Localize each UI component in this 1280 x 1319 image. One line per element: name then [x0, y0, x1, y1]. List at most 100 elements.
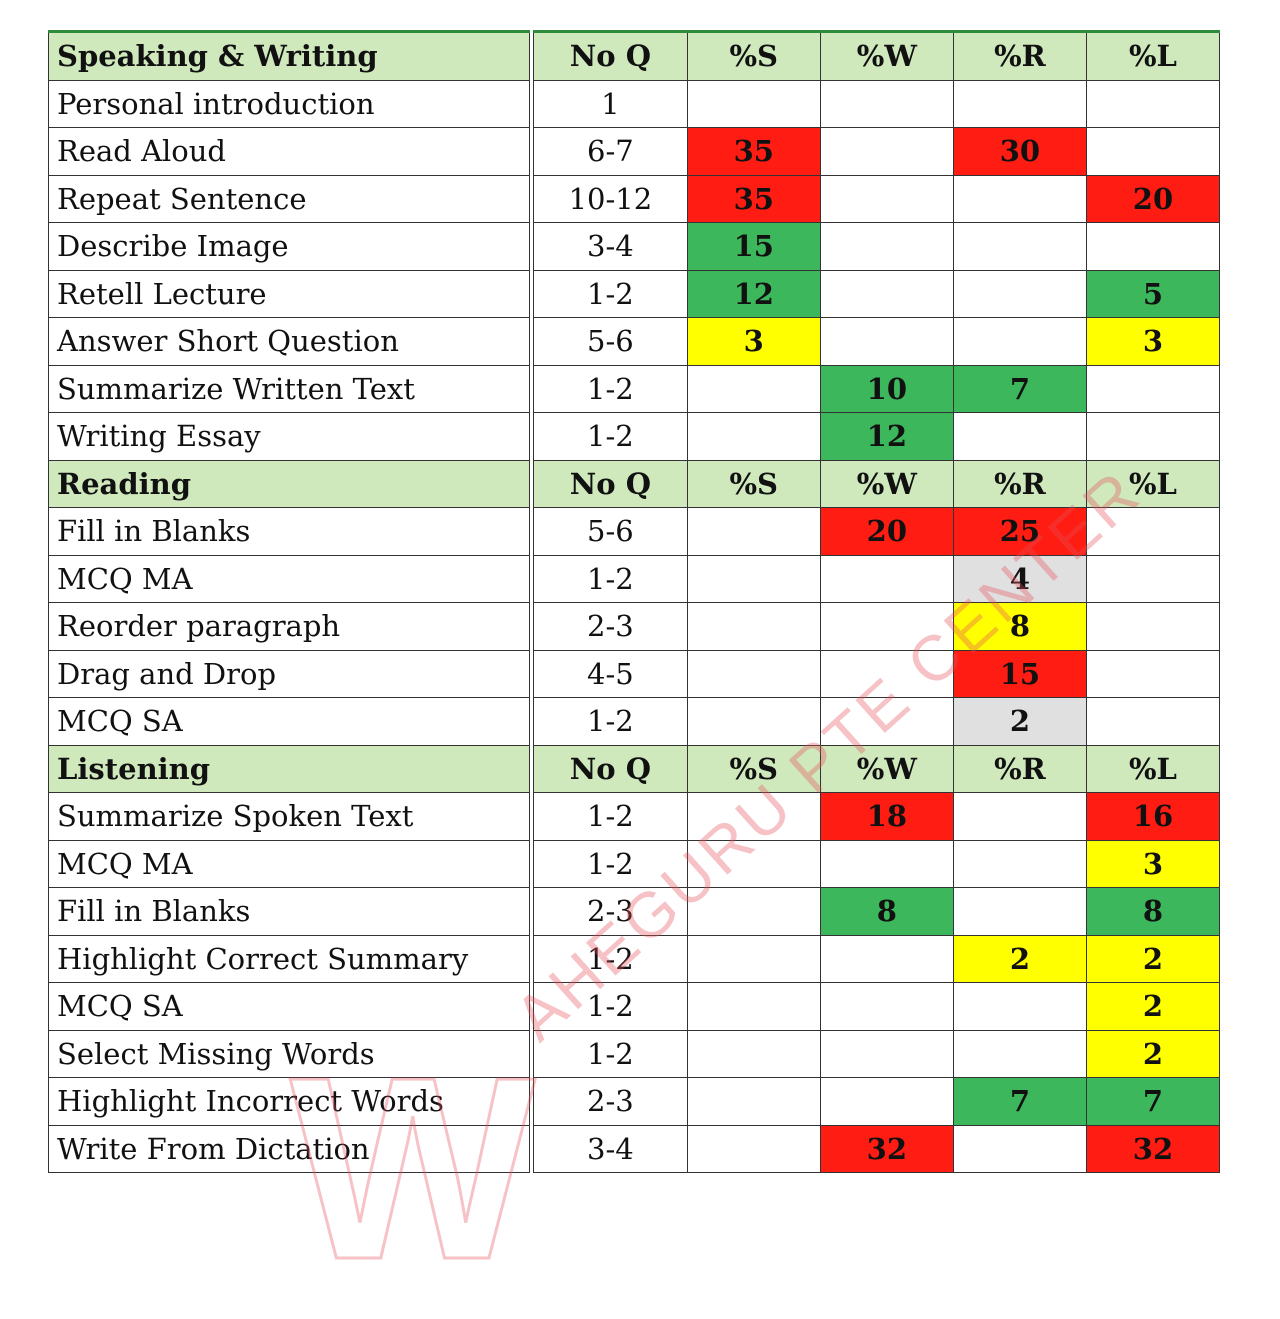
score-cell: 32 — [1085, 1124, 1221, 1173]
task-name: Personal introduction — [48, 79, 530, 128]
score-cell: 10 — [819, 364, 954, 413]
table-row: Summarize Spoken Text — [48, 792, 530, 841]
task-name: MCQ MA — [48, 554, 530, 603]
task-name: Reorder paragraph — [48, 602, 530, 651]
score-cell: 8 — [1085, 887, 1221, 936]
task-name: Fill in Blanks — [48, 887, 530, 936]
task-name: Write From Dictation — [48, 1124, 530, 1173]
question-count: 1-2 — [533, 792, 688, 841]
score-cell: 20 — [819, 507, 954, 556]
question-count: 2-3 — [533, 602, 688, 651]
score-cell — [686, 1029, 821, 1078]
task-name: Summarize Written Text — [48, 364, 530, 413]
question-count: 1-2 — [533, 839, 688, 888]
table-row: 1 — [533, 79, 1221, 128]
question-count: 10-12 — [533, 174, 688, 223]
table-row: Personal introduction — [48, 79, 530, 128]
score-cell: 8 — [952, 602, 1087, 651]
section-title: Listening — [48, 744, 530, 793]
table-row: Writing Essay — [48, 412, 530, 461]
score-cell — [819, 697, 954, 746]
score-cell — [686, 1077, 821, 1126]
question-count: 1-2 — [533, 554, 688, 603]
task-name: Repeat Sentence — [48, 174, 530, 223]
score-cell: 8 — [819, 887, 954, 936]
task-name: Highlight Correct Summary — [48, 934, 530, 983]
score-cell: 2 — [1085, 934, 1221, 983]
question-count: 4-5 — [533, 649, 688, 698]
table-row: MCQ MA — [48, 839, 530, 888]
column-header: %L — [1085, 31, 1221, 81]
score-cell — [686, 649, 821, 698]
score-cell: 7 — [952, 364, 1087, 413]
task-name: Select Missing Words — [48, 1029, 530, 1078]
score-cell — [1085, 222, 1221, 271]
score-cell — [952, 1029, 1087, 1078]
score-cell: 35 — [686, 174, 821, 223]
table-row: 1-2 2 2 — [533, 934, 1221, 983]
column-header: No Q — [533, 459, 688, 508]
table-row: Repeat Sentence — [48, 174, 530, 223]
table-row: Select Missing Words — [48, 1029, 530, 1078]
column-header: No Q — [533, 31, 688, 81]
section-header-row: Speaking & Writing — [48, 31, 530, 81]
table-row: Reorder paragraph — [48, 602, 530, 651]
column-header: %R — [952, 31, 1087, 81]
score-cell — [819, 269, 954, 318]
score-weight-table: No Q %S %W %R %L 1 6-7 35 30 10-12 35 20 3-4 15 1-2 12 5… — [533, 30, 1221, 1173]
table-row: 6-7 35 30 — [533, 127, 1221, 176]
score-cell: 2 — [952, 934, 1087, 983]
column-header-row: No Q %S %W %R %L — [533, 31, 1221, 81]
score-cell — [952, 79, 1087, 128]
task-name: Retell Lecture — [48, 269, 530, 318]
section-header-row: Listening — [48, 744, 530, 793]
score-cell — [819, 127, 954, 176]
score-cell — [819, 1029, 954, 1078]
task-name: MCQ SA — [48, 697, 530, 746]
score-cell — [686, 982, 821, 1031]
table-row: MCQ SA — [48, 697, 530, 746]
task-name: Highlight Incorrect Words — [48, 1077, 530, 1126]
score-cell — [1085, 649, 1221, 698]
table-row: Summarize Written Text — [48, 364, 530, 413]
score-cell — [1085, 507, 1221, 556]
table-row: 1-2 10 7 — [533, 364, 1221, 413]
table-row: 1-2 2 — [533, 982, 1221, 1031]
score-cell: 12 — [686, 269, 821, 318]
score-cell — [819, 649, 954, 698]
score-cell: 2 — [1085, 982, 1221, 1031]
score-cell — [1085, 127, 1221, 176]
question-count: 3-4 — [533, 222, 688, 271]
table-row: 2-3 8 — [533, 602, 1221, 651]
score-cell: 3 — [686, 317, 821, 366]
score-cell — [686, 887, 821, 936]
score-cell — [952, 1124, 1087, 1173]
score-cell: 18 — [819, 792, 954, 841]
score-cell — [952, 412, 1087, 461]
score-cell — [1085, 697, 1221, 746]
score-cell — [819, 317, 954, 366]
table-row: Highlight Incorrect Words — [48, 1077, 530, 1126]
score-cell — [819, 222, 954, 271]
score-cell: 3 — [1085, 317, 1221, 366]
question-count: 1-2 — [533, 982, 688, 1031]
table-row: Retell Lecture — [48, 269, 530, 318]
score-cell — [819, 982, 954, 1031]
task-name: MCQ MA — [48, 839, 530, 888]
score-cell — [819, 839, 954, 888]
table-row: MCQ SA — [48, 982, 530, 1031]
score-cell — [952, 792, 1087, 841]
column-header-row: No Q %S %W %R %L — [533, 459, 1221, 508]
table-row: Describe Image — [48, 222, 530, 271]
task-table: Speaking & Writing Personal introduction R… — [48, 30, 530, 1173]
score-cell — [1085, 554, 1221, 603]
table-row: 4-5 15 — [533, 649, 1221, 698]
question-count: 1-2 — [533, 697, 688, 746]
score-cell — [686, 934, 821, 983]
score-cell — [1085, 79, 1221, 128]
column-header: %S — [686, 31, 821, 81]
score-cell — [686, 79, 821, 128]
score-cell: 16 — [1085, 792, 1221, 841]
score-cell: 35 — [686, 127, 821, 176]
score-cell — [1085, 412, 1221, 461]
